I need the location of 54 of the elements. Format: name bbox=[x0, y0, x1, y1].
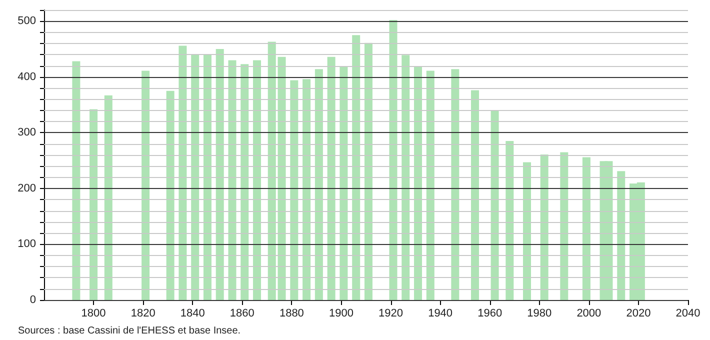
source-note: Sources : base Cassini de l'EHESS et base Insee. bbox=[18, 326, 241, 336]
x-tick-label: 1940 bbox=[428, 308, 453, 320]
x-tick-label: 1980 bbox=[527, 308, 552, 320]
bar bbox=[327, 56, 336, 300]
bar bbox=[490, 110, 499, 300]
bar bbox=[228, 60, 236, 300]
bar bbox=[191, 54, 200, 300]
x-tick-label: 1900 bbox=[328, 308, 354, 320]
y-tick-label: 100 bbox=[18, 238, 36, 250]
bar bbox=[90, 109, 98, 300]
bar bbox=[203, 54, 212, 300]
bar bbox=[389, 20, 398, 300]
bar bbox=[364, 42, 372, 300]
y-tick-label: 200 bbox=[18, 182, 36, 194]
y-tick-label: 0 bbox=[30, 294, 36, 306]
bar bbox=[617, 171, 626, 300]
x-tick-label: 1960 bbox=[478, 308, 502, 320]
bar bbox=[523, 162, 531, 300]
bar bbox=[216, 49, 224, 300]
x-tick-label: 1820 bbox=[130, 308, 156, 320]
x-tick-label: 2040 bbox=[676, 308, 700, 320]
x-tick-label: 2000 bbox=[576, 308, 602, 320]
bar bbox=[278, 56, 286, 300]
bar bbox=[340, 66, 348, 300]
x-tick-label: 1800 bbox=[81, 308, 106, 320]
bar bbox=[414, 66, 422, 300]
bar bbox=[402, 55, 410, 300]
x-tick-label: 1860 bbox=[230, 308, 254, 320]
bar bbox=[314, 69, 323, 300]
bar bbox=[560, 152, 568, 300]
bar bbox=[72, 61, 80, 300]
bar bbox=[240, 64, 249, 300]
bar bbox=[253, 60, 262, 300]
bar bbox=[142, 70, 150, 300]
x-tick-label: 1840 bbox=[180, 308, 205, 320]
y-tick-label: 500 bbox=[18, 15, 36, 28]
x-tick-label: 1880 bbox=[279, 308, 304, 320]
bar bbox=[582, 157, 590, 300]
bar bbox=[166, 90, 174, 300]
bar bbox=[540, 154, 548, 300]
x-tick-label: 2020 bbox=[626, 308, 651, 320]
bar bbox=[178, 46, 187, 300]
bar bbox=[268, 42, 276, 300]
bar bbox=[302, 79, 311, 300]
x-tick-label: 1920 bbox=[378, 308, 404, 320]
bar bbox=[290, 80, 298, 300]
y-tick-label: 400 bbox=[18, 70, 36, 83]
bar bbox=[470, 90, 479, 300]
y-tick-label: 300 bbox=[18, 126, 36, 139]
bar bbox=[352, 35, 360, 300]
bar bbox=[451, 69, 460, 300]
bar bbox=[506, 141, 514, 300]
bar bbox=[104, 95, 112, 300]
bar bbox=[426, 70, 434, 300]
